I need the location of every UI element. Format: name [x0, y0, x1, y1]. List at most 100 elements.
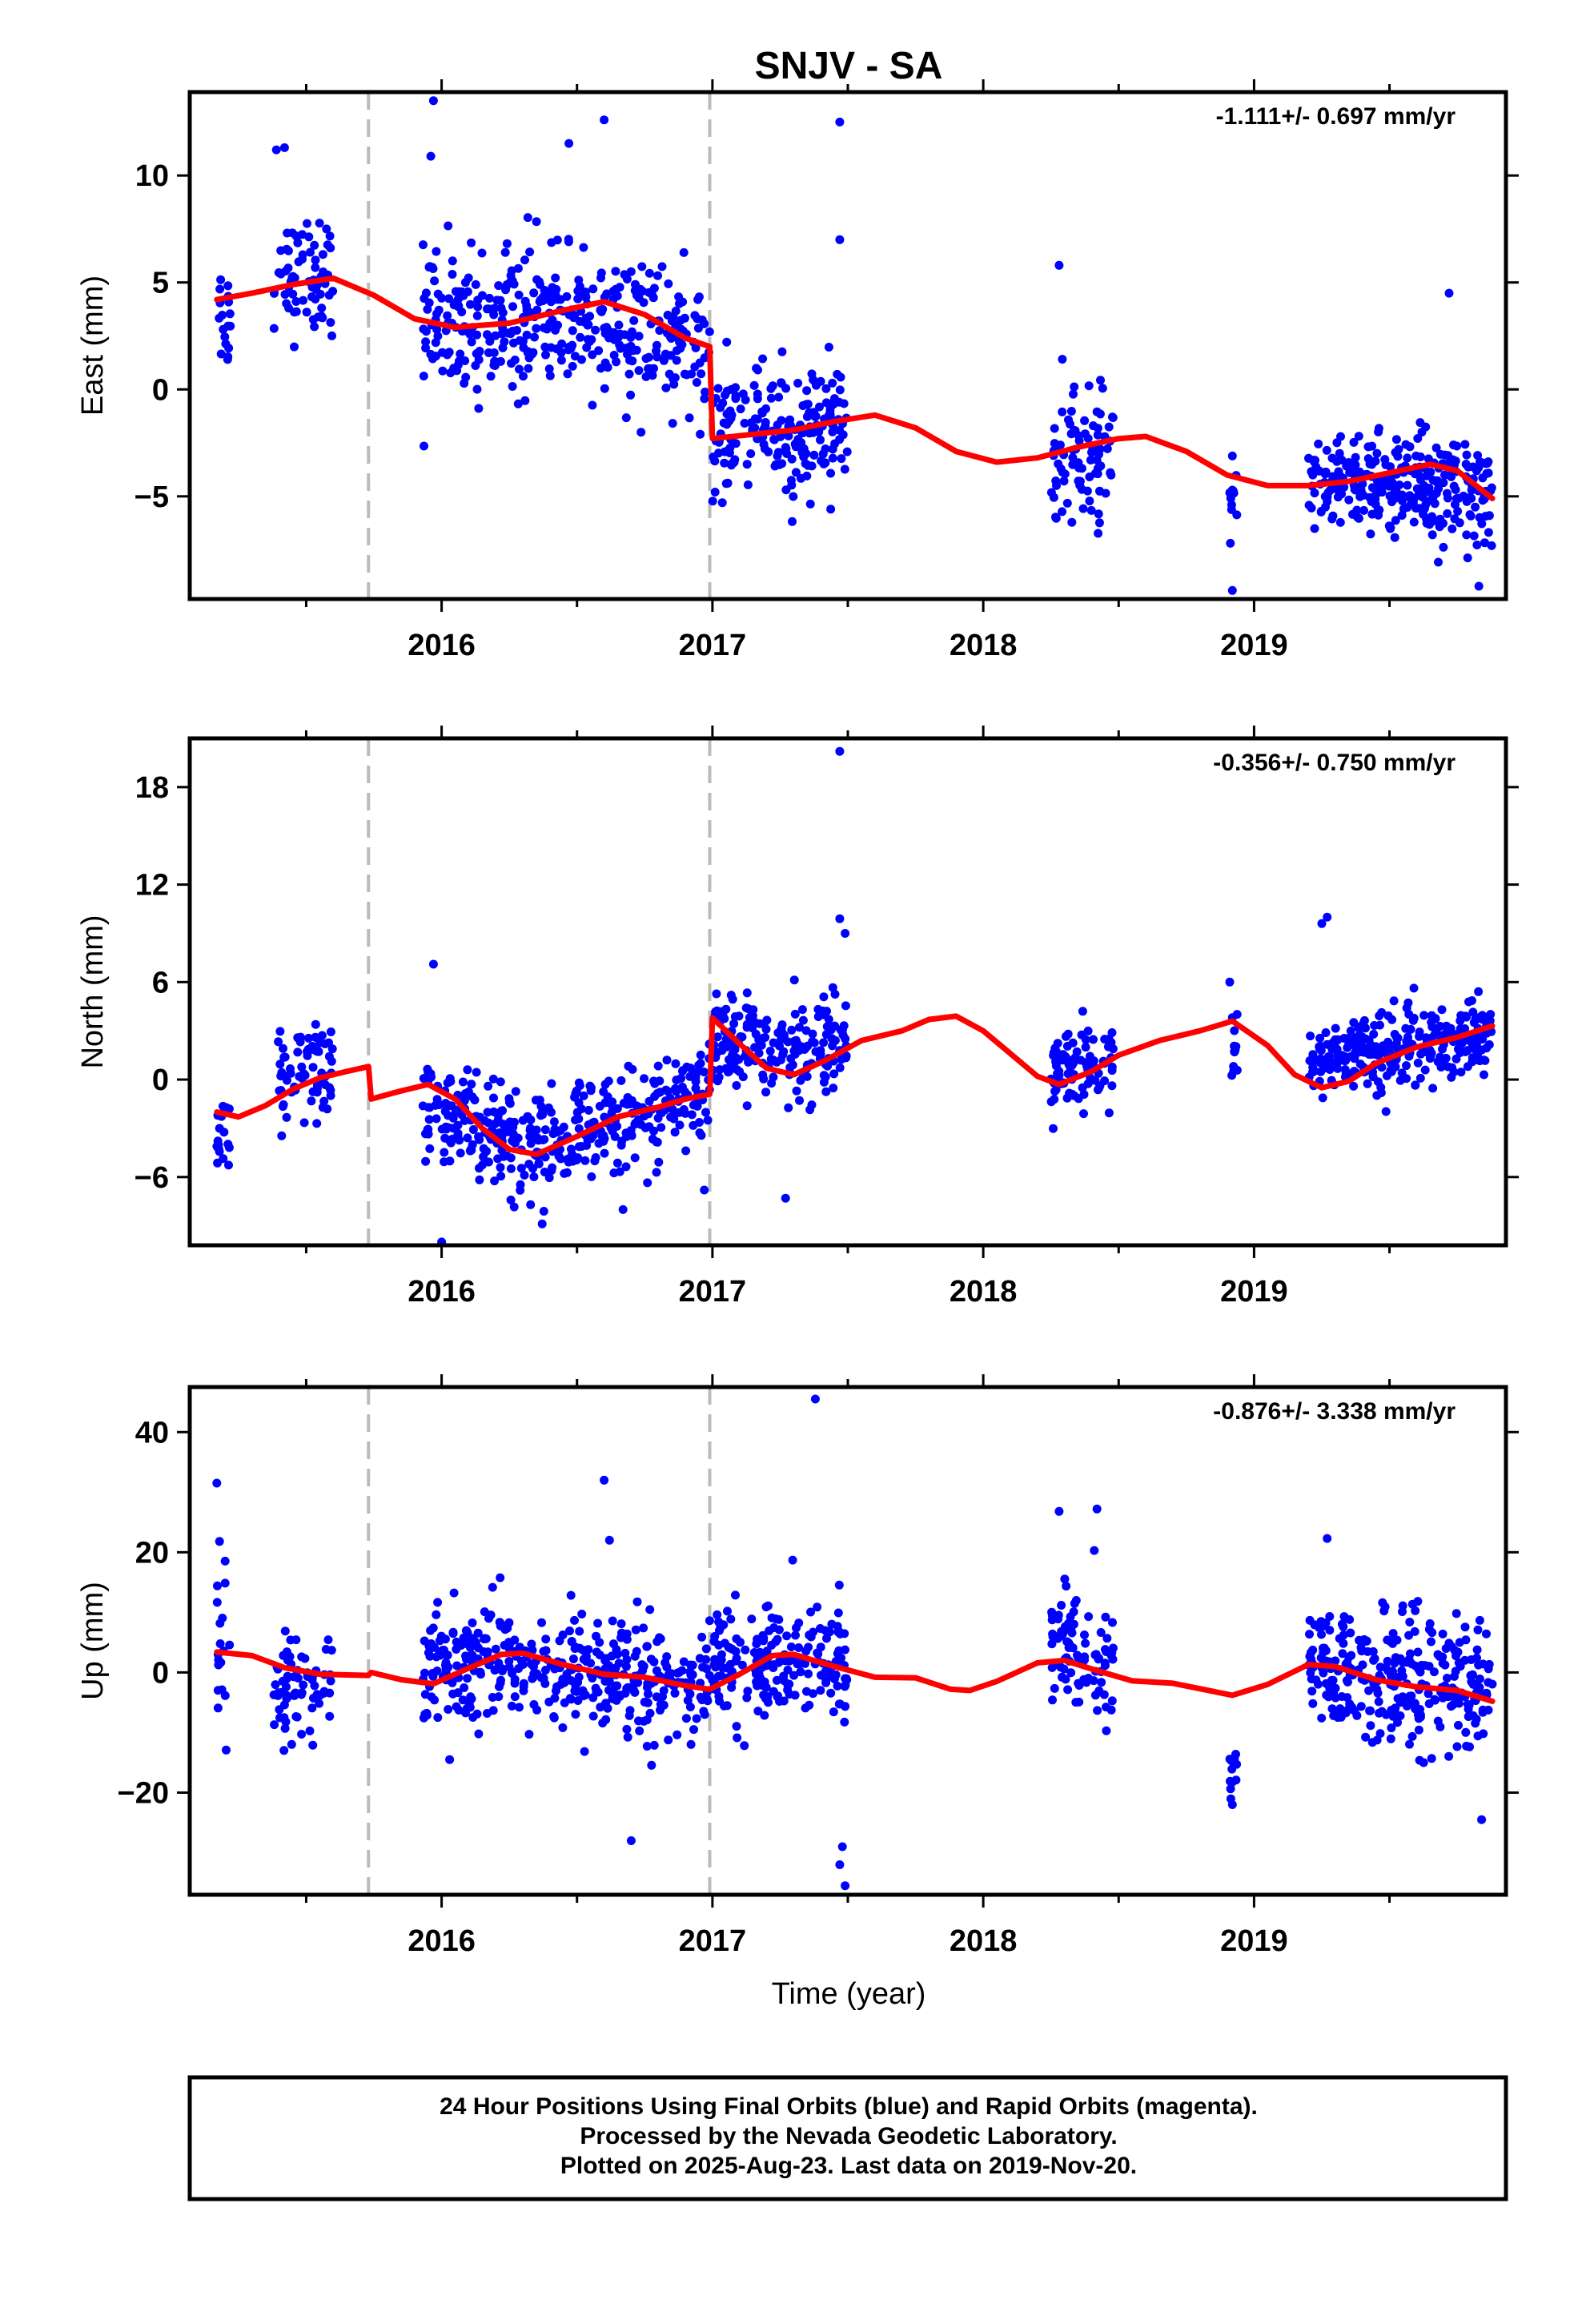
data-point	[835, 1860, 845, 1869]
data-point	[696, 1059, 705, 1068]
data-point	[1456, 1011, 1466, 1020]
data-point	[647, 1760, 656, 1770]
data-point	[519, 343, 528, 352]
data-point	[463, 1065, 472, 1075]
data-point	[797, 1005, 807, 1015]
data-point	[1315, 1042, 1324, 1051]
data-point	[758, 354, 768, 364]
data-point	[418, 1101, 428, 1111]
data-point	[1406, 1649, 1415, 1659]
data-point	[291, 1635, 301, 1645]
data-point	[1438, 1629, 1447, 1638]
data-point	[795, 1023, 804, 1032]
data-point	[1389, 996, 1399, 1006]
data-point	[1395, 1711, 1405, 1720]
data-point	[701, 388, 710, 396]
data-point	[1346, 1628, 1355, 1638]
data-point	[1325, 1683, 1335, 1693]
data-point	[1466, 511, 1476, 521]
data-point	[685, 1703, 695, 1711]
data-point	[1435, 1022, 1445, 1031]
data-point	[424, 298, 434, 308]
data-point	[777, 347, 787, 356]
data-point	[1361, 1023, 1370, 1033]
data-point	[424, 1115, 434, 1124]
data-point	[548, 316, 557, 325]
data-point	[1343, 1705, 1353, 1715]
data-point	[666, 334, 676, 343]
data-point	[508, 326, 517, 336]
data-point	[1413, 1058, 1423, 1068]
data-point	[769, 435, 779, 444]
data-point	[1447, 1072, 1456, 1082]
data-point	[675, 299, 684, 308]
data-point	[495, 1682, 504, 1691]
data-point	[1386, 1734, 1395, 1743]
data-point	[1411, 469, 1420, 479]
data-point	[506, 1164, 516, 1173]
data-point	[649, 1657, 659, 1667]
data-point	[765, 1626, 774, 1635]
data-point	[602, 289, 612, 299]
data-point	[703, 1116, 713, 1125]
data-point	[1327, 1675, 1336, 1685]
data-point	[1062, 1582, 1071, 1591]
data-point	[464, 1087, 473, 1096]
data-point	[477, 248, 487, 258]
data-point	[1226, 1776, 1235, 1786]
data-point	[743, 480, 753, 489]
data-point	[293, 1047, 303, 1057]
data-point	[1102, 1647, 1111, 1656]
data-point	[509, 1202, 519, 1212]
data-point	[607, 1108, 616, 1118]
data-point	[310, 240, 319, 250]
data-point	[709, 1660, 719, 1670]
data-point	[760, 1711, 769, 1720]
data-point	[777, 379, 786, 388]
data-point	[529, 288, 539, 298]
data-point	[1086, 456, 1095, 464]
data-point	[642, 1642, 652, 1651]
data-point	[570, 311, 580, 320]
data-point	[549, 1713, 559, 1723]
data-point	[463, 287, 472, 296]
data-point	[504, 1657, 514, 1666]
data-point	[720, 458, 729, 468]
data-point	[515, 1642, 524, 1652]
data-point	[328, 287, 338, 296]
data-point	[557, 339, 567, 348]
data-point	[1411, 1606, 1420, 1615]
data-point	[1488, 1679, 1497, 1689]
data-point	[452, 1637, 461, 1647]
data-point	[835, 1063, 845, 1072]
data-point	[1089, 421, 1098, 431]
data-point	[1106, 1705, 1116, 1715]
data-point	[717, 1650, 726, 1659]
data-point	[493, 1154, 503, 1164]
data-point	[556, 356, 566, 365]
data-point	[668, 419, 677, 428]
data-point	[510, 1692, 520, 1702]
data-point	[783, 1665, 793, 1675]
data-point	[1417, 428, 1427, 437]
data-point	[1372, 1735, 1382, 1745]
data-point	[478, 291, 487, 300]
data-point	[327, 331, 336, 340]
data-point	[526, 1200, 536, 1209]
data-point	[510, 1679, 520, 1688]
data-point	[826, 468, 835, 478]
data-point	[547, 1166, 556, 1176]
data-point	[566, 1676, 576, 1685]
data-point	[835, 746, 845, 756]
data-point	[1108, 1643, 1118, 1653]
data-point	[315, 289, 325, 299]
data-point	[697, 369, 706, 379]
data-point	[678, 1067, 687, 1076]
data-point	[584, 1105, 593, 1115]
data-point	[655, 326, 665, 336]
data-point	[1452, 1742, 1462, 1751]
data-point	[1383, 1011, 1393, 1020]
data-point	[433, 332, 443, 341]
data-point	[219, 324, 228, 334]
data-point	[513, 399, 523, 408]
